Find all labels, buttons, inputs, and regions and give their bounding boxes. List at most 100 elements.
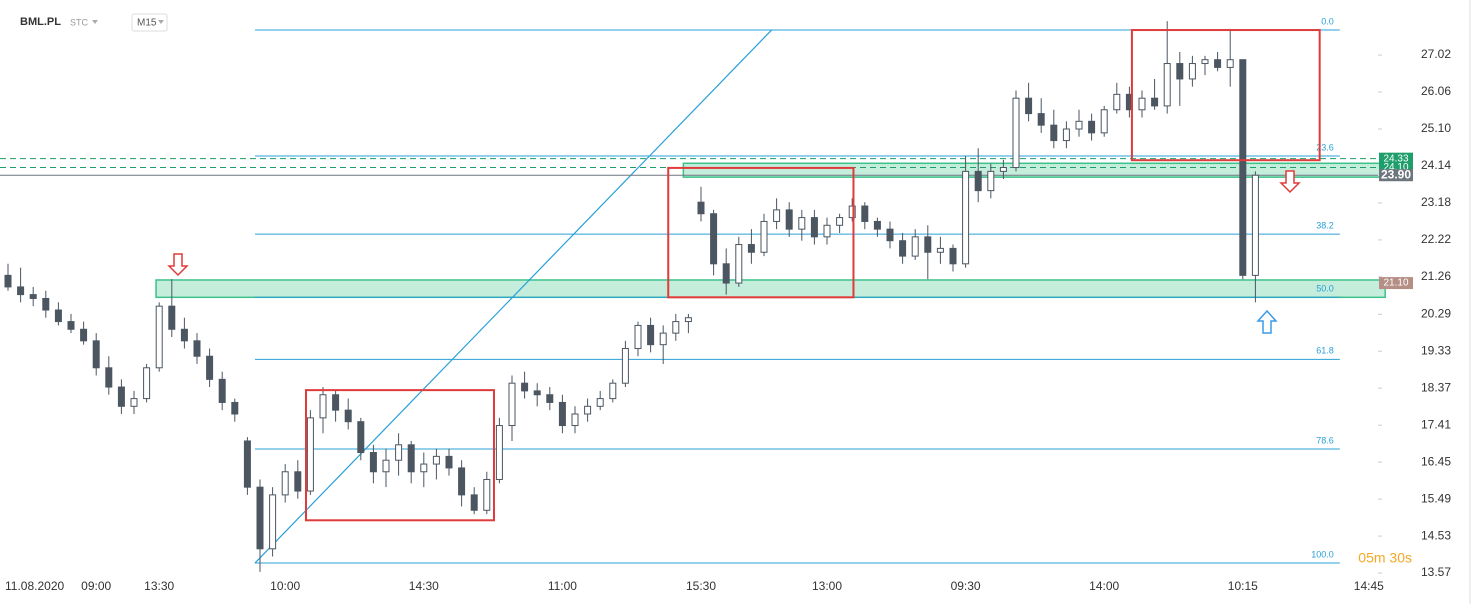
candle-body (508, 382, 516, 427)
candle-body (962, 170, 970, 265)
y-tick-label: 25.10 (1421, 121, 1451, 135)
y-tick-label: 22.22 (1421, 232, 1451, 246)
y-tick-label: 19.33 (1421, 343, 1451, 357)
candle-body (243, 440, 251, 488)
candle-body (647, 324, 655, 346)
candle-body (1062, 128, 1070, 142)
price-tag (1379, 277, 1413, 290)
y-tick-label: 13.57 (1421, 565, 1451, 579)
y-tick-label: 20.29 (1421, 306, 1451, 320)
x-tick-label: 14:00 (1089, 579, 1119, 593)
fib-label: 100.0 (1311, 549, 1334, 559)
x-tick-label: 14:30 (409, 579, 439, 593)
arrow-down (1279, 170, 1301, 194)
candle-body (168, 305, 176, 330)
box (304, 389, 495, 522)
candle-body (42, 297, 50, 311)
symbol-sub[interactable]: STC (70, 17, 89, 27)
candle-body (911, 236, 919, 257)
candle-body (420, 463, 428, 473)
fib-label: 50.0 (1316, 284, 1334, 294)
candle-body (294, 471, 302, 492)
x-tick-label: 10:15 (1228, 579, 1258, 593)
candle-body (470, 494, 478, 511)
fib-label: 23.6 (1316, 142, 1334, 152)
candle-body (407, 444, 415, 473)
interval-box[interactable] (131, 13, 168, 32)
candle-body (1214, 59, 1222, 68)
candle-body (382, 459, 390, 473)
dropdown-caret[interactable] (92, 20, 98, 24)
box (1130, 29, 1321, 162)
candle-body (949, 247, 957, 265)
dropdown-caret[interactable] (158, 20, 164, 24)
y-tick-label: 17.41 (1421, 417, 1451, 431)
box (667, 166, 855, 299)
candle-body (143, 367, 151, 400)
x-tick-label: 11:00 (548, 579, 577, 593)
fib-label: 78.6 (1316, 435, 1334, 445)
candle-body (785, 209, 793, 230)
candle-body (1012, 97, 1020, 169)
candle-body (445, 455, 453, 469)
price-tag-label: 23.90 (1381, 167, 1411, 181)
price-tag-label: 24.33 (1383, 153, 1408, 164)
candle-body (29, 294, 37, 299)
y-tick-label: 27.02 (1421, 47, 1451, 61)
candle-body (773, 209, 781, 222)
candle-body (54, 309, 62, 323)
timer: 05m 30s (1358, 550, 1412, 566)
candle-body (1188, 63, 1196, 80)
candle-body (180, 328, 188, 342)
candle-body (584, 405, 592, 415)
candle-body (1050, 124, 1058, 142)
candle-body (1113, 93, 1121, 111)
candle-body (798, 217, 806, 230)
candle-body (1075, 120, 1083, 130)
price-tag-label: 24.10 (1383, 162, 1408, 173)
y-tick-label: 23.18 (1421, 195, 1451, 209)
candle-body (558, 401, 566, 427)
candle-body (256, 486, 264, 550)
candle-body (735, 244, 743, 284)
candle-body (395, 444, 403, 461)
candle-body (873, 220, 881, 230)
candle-body (634, 324, 642, 350)
candle-body (1176, 63, 1184, 80)
candle-body (571, 413, 579, 427)
y-tick-label: 15.49 (1421, 491, 1451, 505)
candle-body (4, 274, 12, 288)
candle-body (67, 321, 75, 330)
candle-body (672, 321, 680, 334)
candle-body (999, 167, 1007, 172)
candle-body (231, 401, 239, 415)
candle-body (357, 421, 365, 454)
zone (155, 279, 1386, 299)
candle-body (1201, 59, 1209, 65)
candle-body (130, 398, 138, 407)
candle-body (1251, 174, 1259, 276)
price-tag (1379, 169, 1413, 182)
arrow-up (1256, 309, 1278, 334)
candle-body (987, 170, 995, 192)
candle-body (105, 367, 113, 388)
candle-body (533, 390, 541, 396)
interval[interactable]: M15 (137, 18, 157, 29)
candle-body (269, 494, 277, 550)
candle-body (306, 417, 314, 492)
candle-body (281, 471, 289, 496)
candle-body (458, 467, 466, 496)
candle-body (848, 205, 856, 219)
price-tag-label: 21.10 (1383, 278, 1408, 289)
x-tick-label: 13:00 (812, 579, 842, 593)
x-tick-label: 14:45 (1354, 579, 1384, 593)
candle-body (596, 398, 604, 407)
candle-body (823, 224, 831, 238)
candle-body (1037, 113, 1045, 126)
candle-body (697, 201, 705, 215)
fib-label: 0.0 (1321, 16, 1334, 26)
y-tick-label: 26.06 (1421, 84, 1451, 98)
symbol: BML.PL (20, 16, 61, 28)
y-tick-label: 21.26 (1421, 269, 1451, 283)
